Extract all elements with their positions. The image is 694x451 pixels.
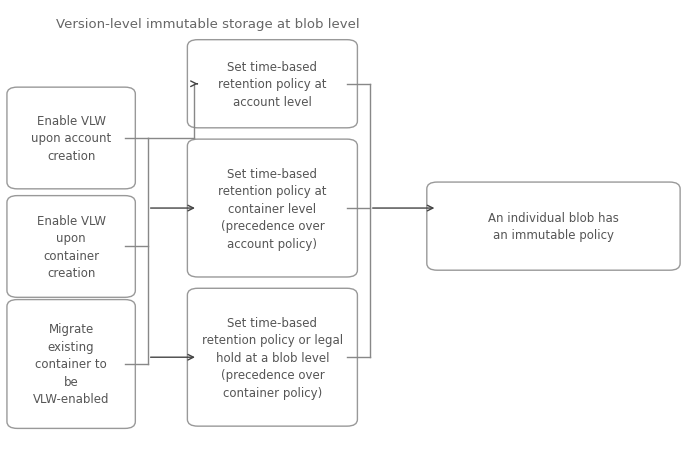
Text: Migrate
existing
container to
be
VLW-enabled: Migrate existing container to be VLW-ena… xyxy=(33,323,110,405)
Text: Set time-based
retention policy at
container level
(precedence over
account poli: Set time-based retention policy at conta… xyxy=(218,167,327,250)
Text: Set time-based
retention policy at
account level: Set time-based retention policy at accou… xyxy=(218,60,327,109)
FancyBboxPatch shape xyxy=(7,88,135,189)
Text: Enable VLW
upon
container
creation: Enable VLW upon container creation xyxy=(37,214,105,280)
Text: Version-level immutable storage at blob level: Version-level immutable storage at blob … xyxy=(56,18,359,31)
FancyBboxPatch shape xyxy=(187,289,357,426)
FancyBboxPatch shape xyxy=(7,196,135,298)
FancyBboxPatch shape xyxy=(7,300,135,428)
Text: An individual blob has
an immutable policy: An individual blob has an immutable poli… xyxy=(488,212,619,242)
FancyBboxPatch shape xyxy=(187,140,357,277)
FancyBboxPatch shape xyxy=(427,183,680,271)
FancyBboxPatch shape xyxy=(187,41,357,129)
Text: Set time-based
retention policy or legal
hold at a blob level
(precedence over
c: Set time-based retention policy or legal… xyxy=(202,316,343,399)
Text: Enable VLW
upon account
creation: Enable VLW upon account creation xyxy=(31,115,111,163)
